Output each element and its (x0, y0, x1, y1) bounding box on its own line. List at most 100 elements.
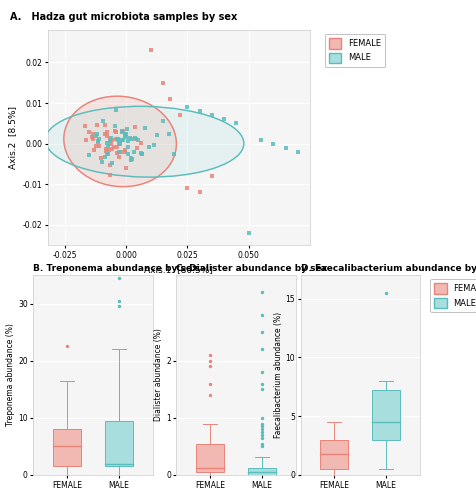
Point (183, 103, 191, 111)
Ellipse shape (45, 106, 243, 177)
Point (293, 148, 301, 156)
Point (120, 132, 128, 140)
Bar (319, 440, 348, 469)
Point (119, 136, 127, 144)
Point (92, 132, 99, 140)
Legend: FEMALE, MALE: FEMALE, MALE (429, 279, 476, 312)
Point (258, 422, 265, 430)
Point (103, 150, 110, 158)
Bar (53, 430, 81, 467)
Point (128, 154, 136, 162)
Y-axis label: Axis.2  [8.5%]: Axis.2 [8.5%] (8, 106, 17, 169)
Point (132, 136, 140, 143)
Point (103, 140, 110, 147)
Point (114, 136, 122, 144)
Point (206, 356, 214, 364)
Point (159, 78, 167, 86)
Point (196, 107, 203, 115)
Point (106, 172, 113, 179)
Point (101, 146, 109, 154)
Point (258, 311, 265, 319)
Y-axis label: Dialister abundance (%): Dialister abundance (%) (154, 328, 163, 422)
Point (108, 145, 116, 153)
Point (220, 115, 228, 123)
Point (85, 128, 92, 136)
Bar (371, 390, 399, 440)
Point (121, 148, 129, 156)
Point (103, 132, 110, 140)
Point (108, 136, 116, 143)
Point (206, 380, 214, 388)
Point (109, 159, 116, 167)
Point (85, 152, 92, 160)
Point (258, 420, 265, 428)
Point (130, 148, 138, 156)
Point (115, 296, 122, 304)
Legend: FEMALE, MALE: FEMALE, MALE (324, 34, 385, 67)
Point (107, 161, 114, 169)
Point (281, 144, 289, 152)
Point (119, 126, 127, 134)
Point (99, 116, 107, 124)
Point (206, 391, 214, 399)
Point (119, 128, 126, 136)
Point (124, 143, 132, 151)
Point (144, 142, 152, 150)
Point (63, 342, 71, 350)
Point (149, 140, 157, 148)
Point (176, 111, 184, 119)
Point (206, 351, 214, 359)
Point (92, 142, 99, 150)
Point (113, 135, 120, 143)
Point (131, 134, 139, 141)
Point (116, 138, 123, 145)
Point (128, 134, 136, 142)
Point (137, 138, 145, 146)
Point (141, 124, 149, 132)
Point (121, 130, 129, 138)
Point (95, 142, 103, 150)
Point (93, 121, 100, 129)
Point (114, 153, 122, 161)
Point (170, 150, 178, 158)
Point (111, 128, 119, 136)
Point (166, 95, 174, 103)
Point (257, 136, 264, 143)
Point (114, 136, 121, 143)
Point (112, 106, 120, 114)
Point (258, 428, 265, 436)
Point (124, 137, 131, 145)
Point (122, 164, 129, 172)
Point (113, 150, 120, 158)
Point (183, 184, 191, 192)
Point (102, 148, 109, 156)
Point (113, 144, 121, 152)
Point (258, 426, 265, 434)
Point (123, 126, 131, 134)
Point (381, 288, 389, 296)
Point (117, 148, 125, 156)
Bar (196, 444, 224, 472)
Point (208, 172, 215, 180)
Ellipse shape (64, 96, 176, 186)
Point (107, 140, 114, 148)
Point (90, 146, 98, 154)
Point (116, 140, 123, 148)
Point (159, 117, 167, 125)
Point (258, 346, 265, 354)
Point (89, 130, 97, 138)
Y-axis label: Treponema abundance (%): Treponema abundance (%) (6, 324, 15, 426)
Text: D. Faecalibacterium abundance by sex: D. Faecalibacterium abundance by sex (300, 264, 476, 273)
Point (101, 130, 109, 138)
Point (101, 152, 109, 160)
Point (82, 136, 89, 143)
Point (106, 137, 114, 145)
Point (147, 46, 154, 54)
Text: B. Treponema abundance by sex: B. Treponema abundance by sex (33, 264, 198, 273)
Point (95, 136, 102, 143)
Point (104, 142, 112, 150)
Point (94, 138, 102, 146)
Point (138, 150, 145, 158)
Point (115, 302, 122, 310)
Point (101, 120, 109, 128)
